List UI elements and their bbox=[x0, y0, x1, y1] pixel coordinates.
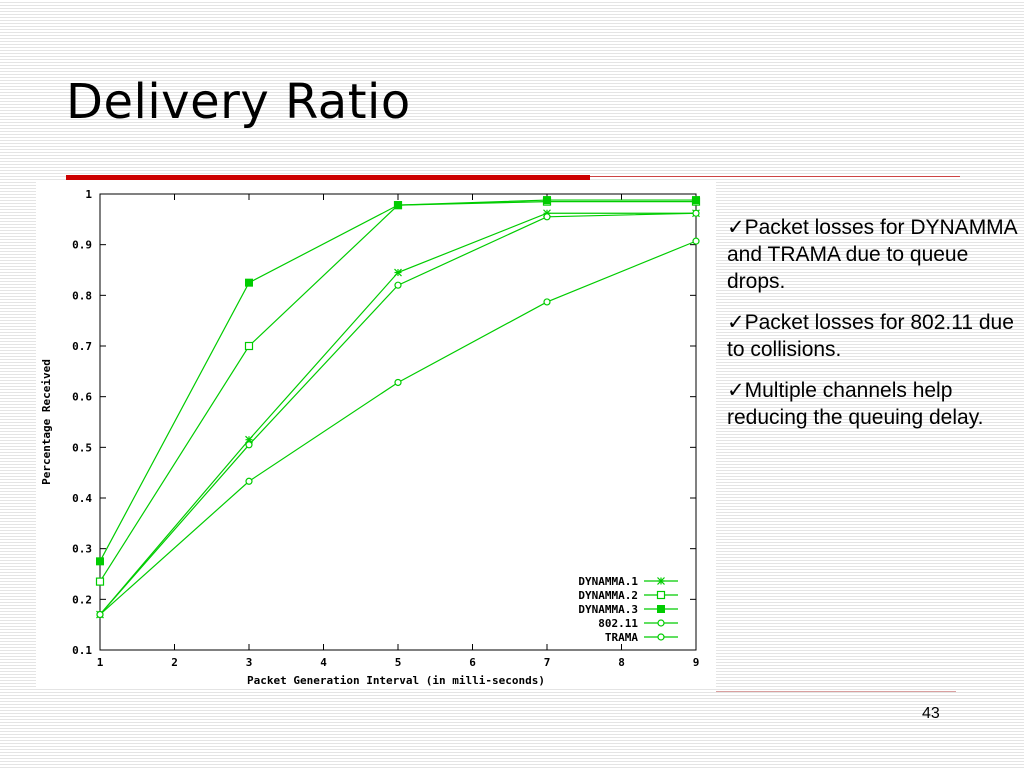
bullet-text: Multiple channels help reducing the queu… bbox=[727, 379, 984, 429]
y-tick-label: 0.1 bbox=[72, 644, 92, 657]
x-axis-label: Packet Generation Interval (in milli-sec… bbox=[247, 674, 545, 687]
y-tick-label: 0.9 bbox=[72, 239, 92, 252]
checkmark-icon: ✓ bbox=[727, 216, 745, 239]
data-point bbox=[543, 298, 551, 306]
series-dynamma-2 bbox=[95, 197, 701, 586]
legend-marker bbox=[657, 605, 665, 613]
legend-marker bbox=[657, 577, 665, 585]
x-tick-label: 9 bbox=[693, 656, 700, 669]
x-tick-label: 2 bbox=[171, 656, 178, 669]
y-tick-label: 0.7 bbox=[72, 340, 92, 353]
data-point bbox=[692, 209, 700, 217]
data-point bbox=[692, 237, 700, 245]
x-tick-label: 6 bbox=[469, 656, 476, 669]
legend-label: DYNAMMA.2 bbox=[578, 589, 638, 602]
title-divider-red bbox=[66, 175, 590, 180]
y-axis-label: Percentage Received bbox=[40, 359, 53, 485]
x-axis-ticks: 1 2 3 4 5 6 7 8 9 bbox=[97, 194, 700, 669]
y-tick-label: 0.6 bbox=[72, 391, 92, 404]
legend-label: 802.11 bbox=[598, 617, 638, 630]
x-tick-label: 8 bbox=[618, 656, 625, 669]
slide-title: Delivery Ratio bbox=[66, 74, 411, 130]
y-tick-label: 0.4 bbox=[72, 492, 92, 505]
data-point bbox=[394, 201, 402, 210]
legend-label: DYNAMMA.1 bbox=[578, 575, 638, 588]
data-point bbox=[394, 268, 402, 277]
x-tick-label: 1 bbox=[97, 656, 104, 669]
title-divider-thin bbox=[590, 176, 960, 177]
bullet-item: ✓Packet losses for 802.11 due to collisi… bbox=[727, 309, 1024, 363]
data-point bbox=[96, 557, 104, 566]
series-dynamma-3 bbox=[96, 196, 700, 566]
legend-label: DYNAMMA.3 bbox=[578, 603, 638, 616]
data-point bbox=[543, 196, 551, 205]
y-axis-ticks: 0.1 0.2 0.3 0.4 0.5 0.6 0.7 0.8 0.9 1 bbox=[72, 188, 696, 657]
data-point bbox=[245, 278, 253, 287]
legend-marker bbox=[656, 590, 666, 600]
bullet-item: ✓Packet losses for DYNAMMA and TRAMA due… bbox=[727, 214, 1024, 295]
legend-label: TRAMA bbox=[605, 631, 638, 644]
footer-divider bbox=[716, 691, 956, 692]
data-point bbox=[244, 341, 254, 351]
delivery-ratio-chart: 0.1 0.2 0.3 0.4 0.5 0.6 0.7 0.8 0.9 1 1 2 3 4 5 6 7 8 9 D… bbox=[36, 180, 716, 688]
series-line bbox=[99, 240, 697, 615]
series-dynamma-1 bbox=[96, 209, 700, 619]
legend-marker bbox=[657, 619, 665, 627]
x-tick-label: 5 bbox=[395, 656, 402, 669]
series-layer bbox=[95, 196, 701, 619]
y-tick-label: 0.5 bbox=[72, 441, 92, 454]
x-tick-label: 4 bbox=[320, 656, 327, 669]
page-number: 43 bbox=[922, 705, 940, 722]
data-point bbox=[245, 477, 253, 485]
data-point bbox=[394, 281, 402, 289]
y-tick-label: 0.2 bbox=[72, 593, 92, 606]
data-point bbox=[96, 610, 104, 619]
x-tick-label: 3 bbox=[246, 656, 253, 669]
bullet-item: ✓Multiple channels help reducing the que… bbox=[727, 377, 1024, 431]
checkmark-icon: ✓ bbox=[727, 379, 745, 402]
bullet-text: Packet losses for 802.11 due to collisio… bbox=[727, 311, 1014, 361]
y-tick-label: 0.3 bbox=[72, 543, 92, 556]
chart-svg: 0.1 0.2 0.3 0.4 0.5 0.6 0.7 0.8 0.9 1 1 2 3 4 5 6 7 8 9 D… bbox=[40, 188, 701, 687]
series-trama bbox=[96, 237, 700, 619]
y-tick-label: 1 bbox=[85, 188, 92, 201]
bullet-text: Packet losses for DYNAMMA and TRAMA due … bbox=[727, 216, 1017, 293]
y-tick-label: 0.8 bbox=[72, 289, 92, 302]
legend-marker bbox=[657, 633, 665, 641]
data-point bbox=[692, 196, 700, 205]
data-point bbox=[394, 378, 402, 387]
bullet-list: ✓Packet losses for DYNAMMA and TRAMA due… bbox=[727, 214, 1024, 445]
series-line bbox=[99, 201, 696, 582]
data-point bbox=[543, 213, 551, 221]
data-point bbox=[95, 577, 105, 586]
checkmark-icon: ✓ bbox=[727, 311, 745, 334]
x-tick-label: 7 bbox=[544, 656, 551, 669]
data-point bbox=[245, 441, 253, 449]
